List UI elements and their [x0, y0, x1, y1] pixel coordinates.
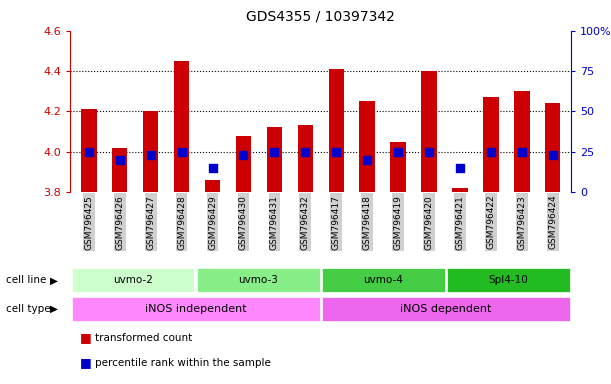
Point	[455, 165, 465, 171]
Point	[486, 149, 496, 155]
Text: cell line: cell line	[6, 275, 46, 285]
Point	[424, 149, 434, 155]
Bar	[545, 103, 560, 192]
Point	[301, 149, 310, 155]
Bar	[298, 126, 313, 192]
Text: uvmo-3: uvmo-3	[238, 275, 278, 285]
Bar	[422, 71, 437, 192]
Bar	[452, 188, 467, 192]
Bar	[322, 297, 570, 321]
Text: uvmo-2: uvmo-2	[113, 275, 153, 285]
Text: transformed count: transformed count	[95, 333, 192, 343]
Bar	[71, 268, 194, 293]
Text: ■: ■	[79, 356, 91, 369]
Point	[115, 157, 125, 163]
Bar	[197, 268, 320, 293]
Bar	[236, 136, 251, 192]
Text: uvmo-4: uvmo-4	[364, 275, 403, 285]
Bar	[71, 297, 320, 321]
Bar	[112, 148, 128, 192]
Point	[548, 152, 558, 158]
Text: cell type: cell type	[6, 304, 51, 314]
Text: ■: ■	[79, 331, 91, 344]
Bar	[266, 127, 282, 192]
Bar	[143, 111, 158, 192]
Point	[517, 149, 527, 155]
Point	[84, 149, 93, 155]
Point	[146, 152, 156, 158]
Point	[208, 165, 218, 171]
Point	[269, 149, 279, 155]
Point	[331, 149, 341, 155]
Text: ▶: ▶	[49, 304, 58, 314]
Bar	[390, 142, 406, 192]
Bar	[205, 180, 220, 192]
Point	[177, 149, 186, 155]
Point	[362, 157, 372, 163]
Bar	[81, 109, 97, 192]
Text: iNOS independent: iNOS independent	[145, 304, 246, 314]
Bar	[447, 268, 570, 293]
Bar	[359, 101, 375, 192]
Bar	[329, 69, 344, 192]
Text: ▶: ▶	[49, 275, 58, 285]
Bar	[483, 97, 499, 192]
Point	[238, 152, 248, 158]
Text: GDS4355 / 10397342: GDS4355 / 10397342	[246, 10, 395, 23]
Text: iNOS dependent: iNOS dependent	[400, 304, 492, 314]
Bar	[322, 268, 445, 293]
Text: percentile rank within the sample: percentile rank within the sample	[95, 358, 271, 368]
Bar	[174, 61, 189, 192]
Text: Spl4-10: Spl4-10	[489, 275, 529, 285]
Bar	[514, 91, 530, 192]
Point	[393, 149, 403, 155]
